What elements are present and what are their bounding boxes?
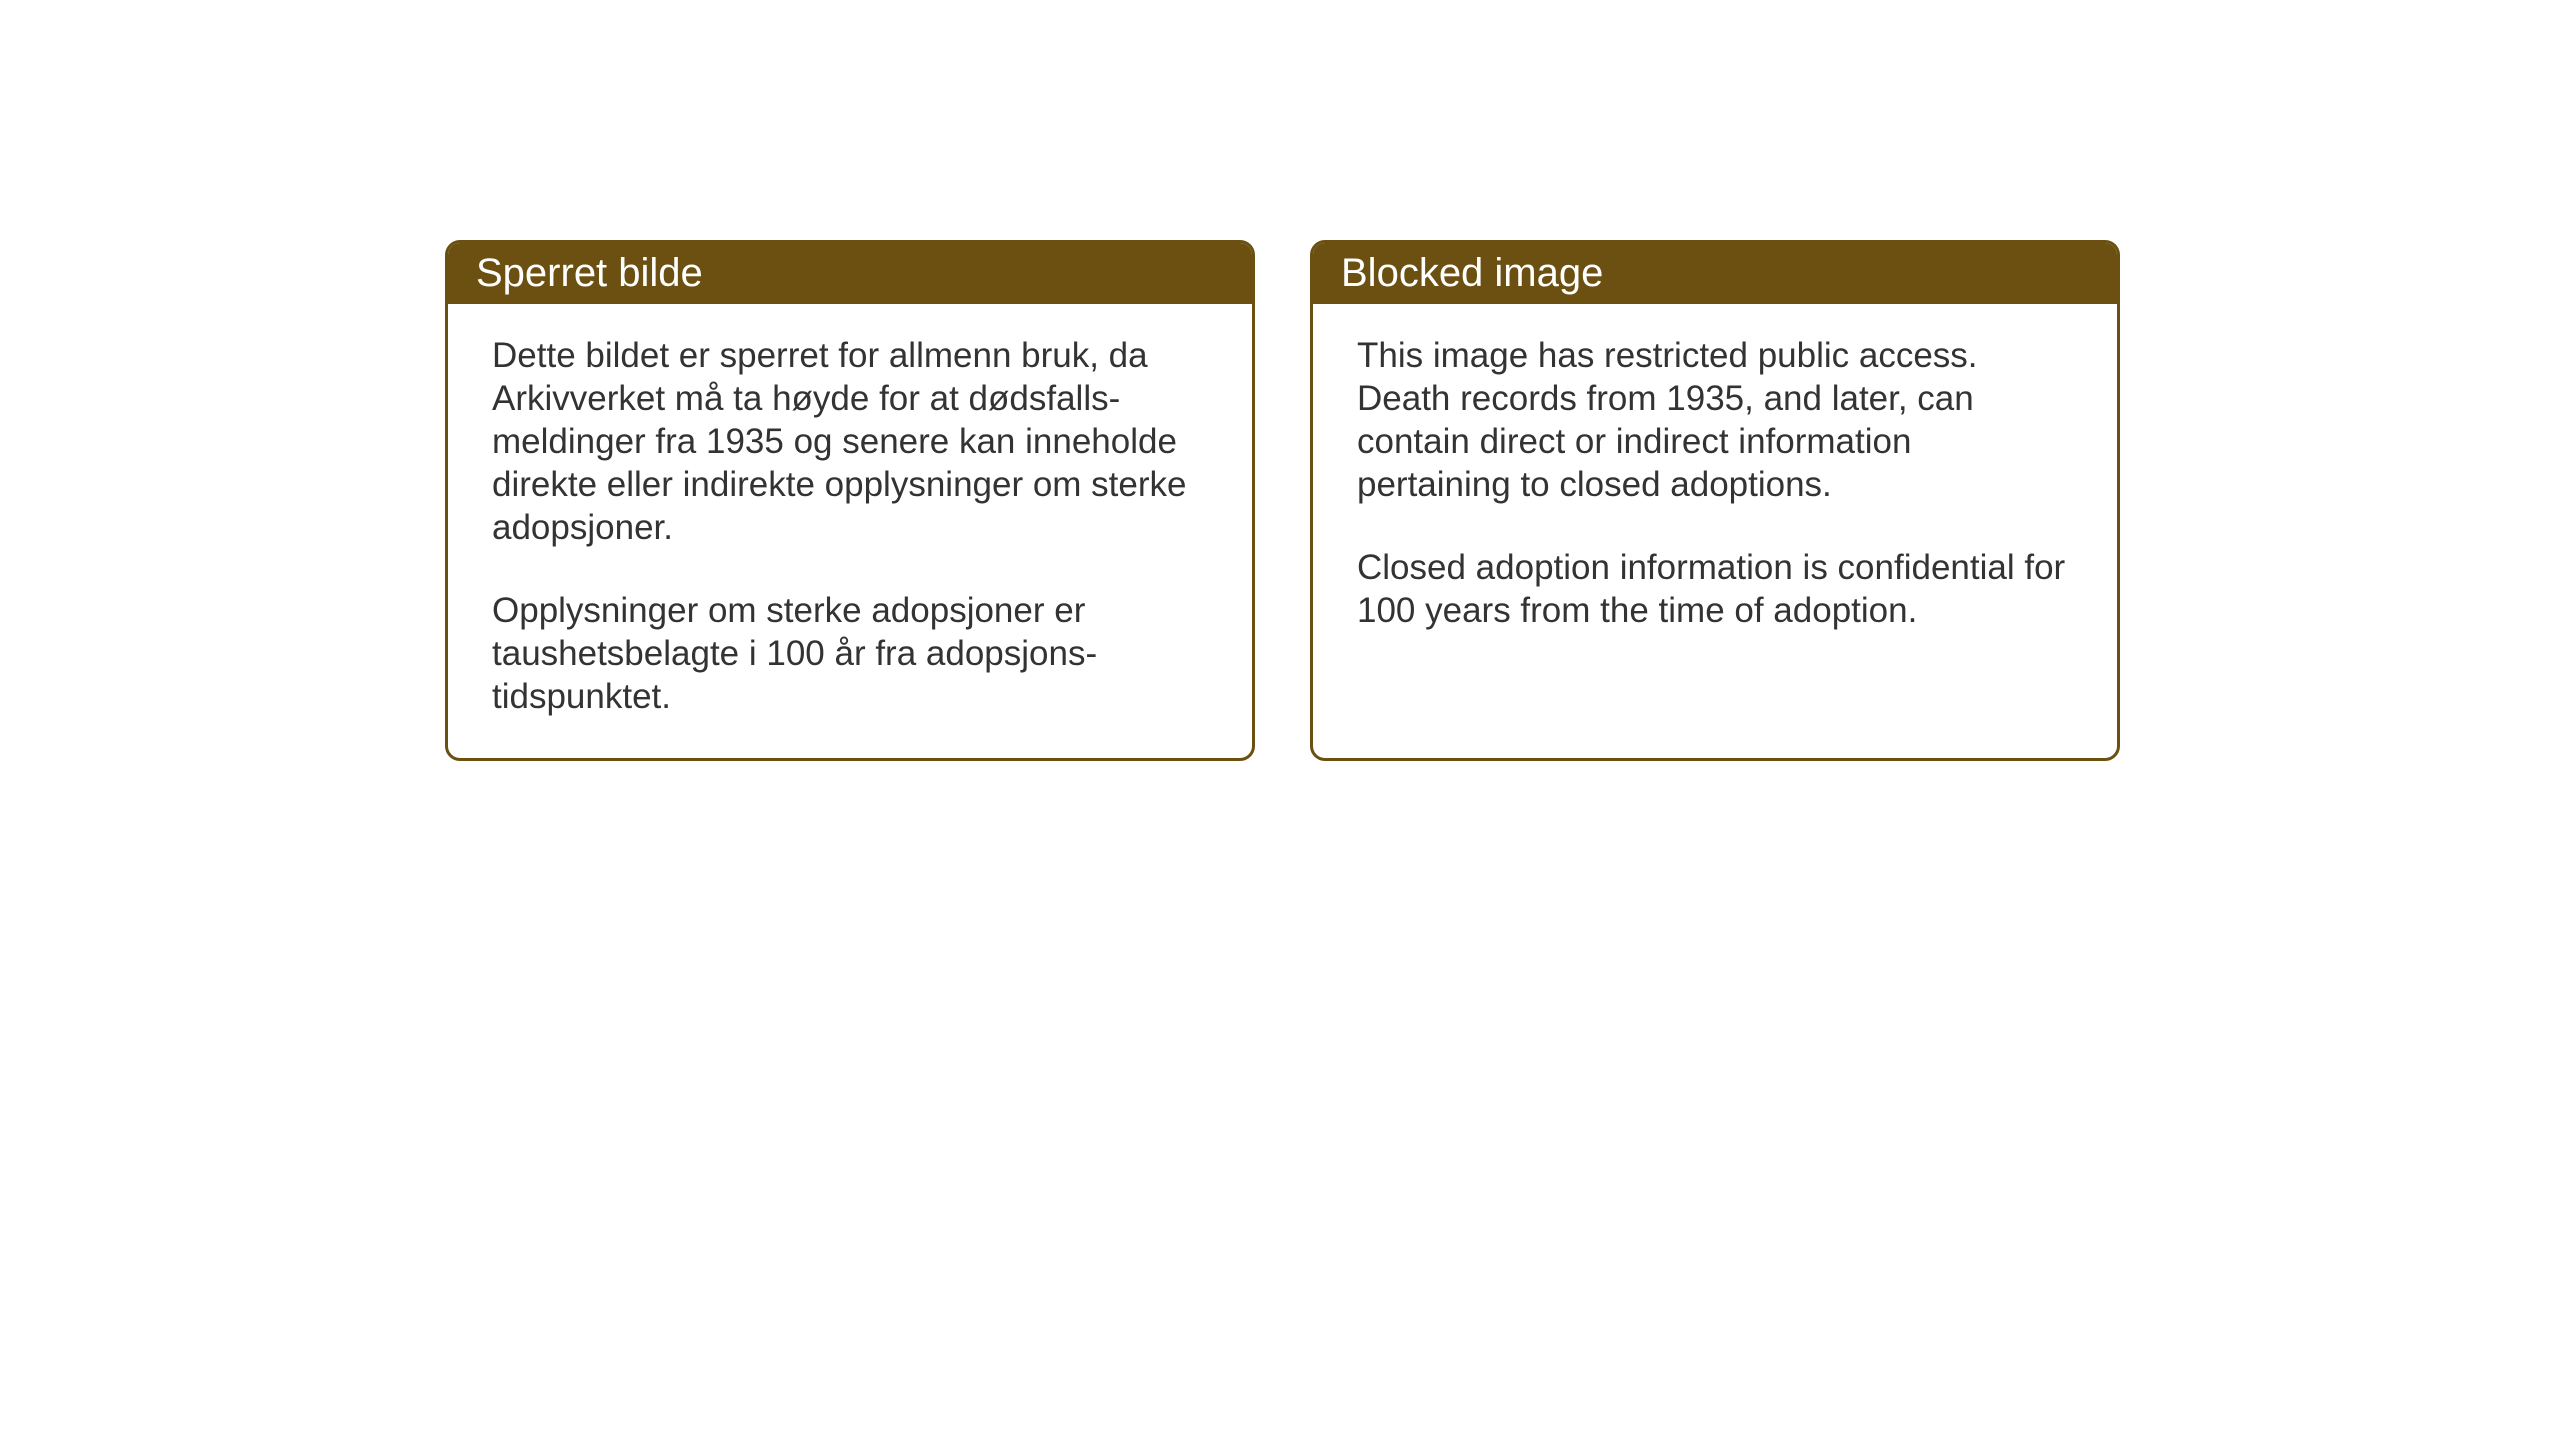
notice-card-english: Blocked image This image has restricted … [1310, 240, 2120, 761]
card-paragraph-1-english: This image has restricted public access.… [1357, 334, 2073, 506]
card-body-norwegian: Dette bildet er sperret for allmenn bruk… [448, 304, 1252, 758]
card-body-english: This image has restricted public access.… [1313, 304, 2117, 734]
card-paragraph-2-norwegian: Opplysninger om sterke adopsjoner er tau… [492, 589, 1208, 718]
card-header-norwegian: Sperret bilde [448, 243, 1252, 304]
card-title-english: Blocked image [1341, 251, 1603, 295]
notice-cards-container: Sperret bilde Dette bildet er sperret fo… [445, 240, 2120, 761]
card-header-english: Blocked image [1313, 243, 2117, 304]
notice-card-norwegian: Sperret bilde Dette bildet er sperret fo… [445, 240, 1255, 761]
card-paragraph-2-english: Closed adoption information is confident… [1357, 546, 2073, 632]
card-title-norwegian: Sperret bilde [476, 251, 703, 295]
card-paragraph-1-norwegian: Dette bildet er sperret for allmenn bruk… [492, 334, 1208, 549]
